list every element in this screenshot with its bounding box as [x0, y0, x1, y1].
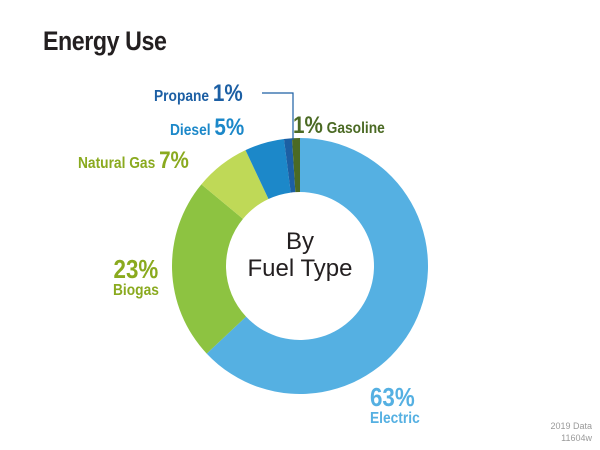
footnote-year: 2019 Data	[550, 421, 592, 431]
segment-diesel	[245, 139, 291, 200]
label-diesel: Diesel 5%	[170, 114, 245, 141]
segment-biogas	[172, 184, 247, 354]
segment-electric	[206, 138, 428, 394]
propane-leader-line	[262, 92, 294, 140]
label-propane: Propane 1%	[154, 80, 243, 107]
footnote: 2019 Data 11604w	[550, 420, 592, 444]
segment-natural-gas	[201, 150, 269, 219]
chart-title: Energy Use	[43, 26, 167, 56]
center-label-line1: By	[285, 228, 314, 255]
label-natural-gas: Natural Gas 7%	[78, 147, 189, 174]
center-label-line2: Fuel Type	[247, 255, 353, 282]
donut-segments	[172, 138, 428, 394]
footnote-code: 11604w	[561, 433, 592, 443]
label-gasoline: 1% Gasoline	[293, 112, 385, 139]
label-electric: 63% Electric	[370, 382, 420, 427]
segment-propane	[283, 138, 296, 193]
center-label: By Fuel Type	[230, 228, 370, 282]
segment-gasoline	[291, 138, 300, 193]
label-biogas: 23% Biogas	[113, 254, 159, 299]
